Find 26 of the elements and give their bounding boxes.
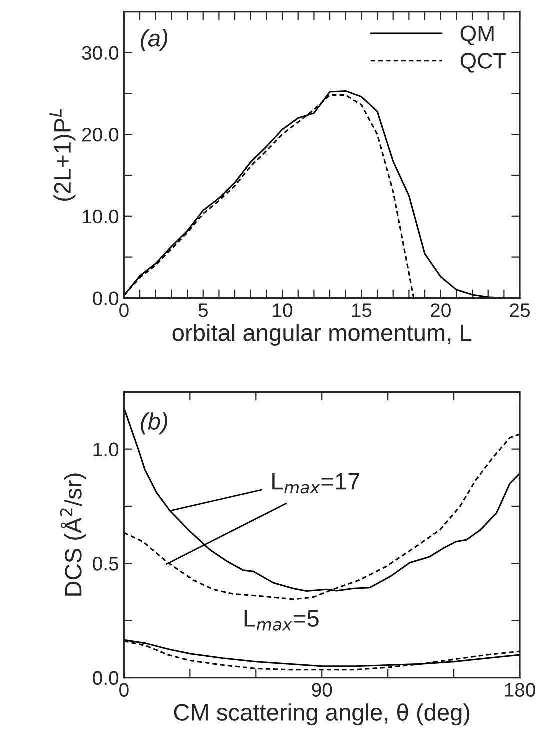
y-tick-label: 30.0 <box>82 46 119 60</box>
y-tick-label: 0.0 <box>93 292 119 306</box>
annotation: L$_{max}$=5 <box>244 610 319 631</box>
x-tick-label: 25 <box>510 304 530 318</box>
y-tick-label: 1.0 <box>94 442 119 457</box>
x-tick-label: 10 <box>273 304 293 318</box>
y-axis-title: DCS (Å$^{2}$/sr) <box>60 474 87 596</box>
y-axis-title: (2L+1)P$^{L}$ <box>50 109 76 202</box>
y-tick-label: 20.0 <box>82 128 119 142</box>
x-tick-label: 0 <box>120 683 129 697</box>
x-tick-label: 180 <box>505 683 536 697</box>
y-tick-label: 0.0 <box>93 671 119 686</box>
annotation: (b) <box>141 412 168 435</box>
x-tick-label: 0 <box>120 304 129 318</box>
annotation: L$_{max}$=17 <box>272 473 360 494</box>
x-tick-label: 15 <box>352 304 372 318</box>
annotation: (a) <box>141 29 168 52</box>
x-axis-title: CM scattering angle, θ (deg) <box>174 704 470 726</box>
x-tick-label: 90 <box>312 683 332 697</box>
y-tick-label: 10.0 <box>82 210 119 224</box>
x-tick-label: 5 <box>198 304 208 318</box>
x-axis-title: orbital angular momentum, L <box>172 324 472 346</box>
y-tick-label: 0.5 <box>93 557 119 571</box>
legend-label: QM <box>460 26 494 46</box>
legend-label: QCT <box>460 53 506 73</box>
x-tick-label: 20 <box>431 304 451 318</box>
